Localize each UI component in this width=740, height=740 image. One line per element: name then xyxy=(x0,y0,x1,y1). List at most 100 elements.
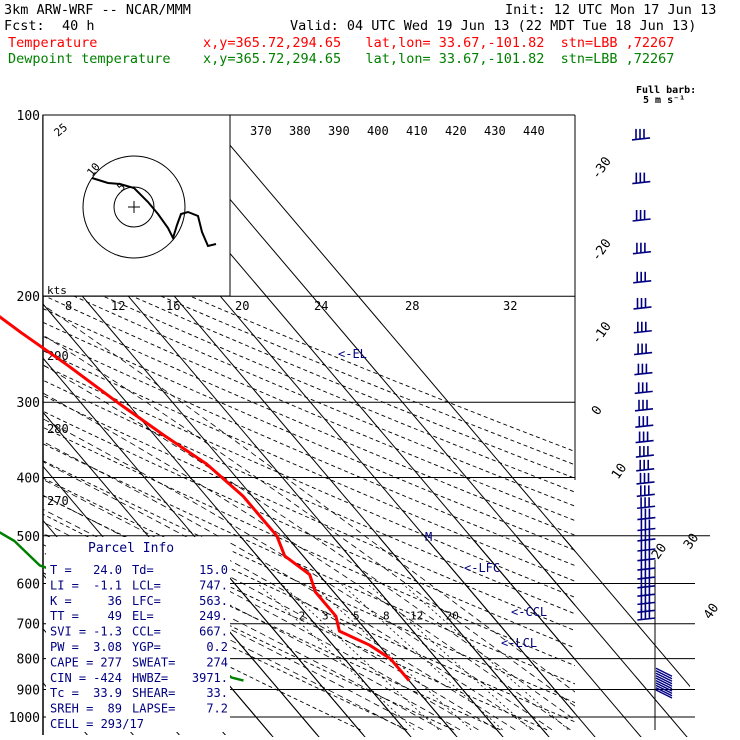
parcel-info-key: CIN = xyxy=(50,671,86,685)
wind-barb-staff xyxy=(632,250,651,255)
dry-adiabat xyxy=(43,572,361,731)
mixing-ratio-line xyxy=(257,583,415,731)
wind-barb-low xyxy=(655,667,673,677)
wind-barb-staff xyxy=(637,505,656,510)
wind-barb-staff xyxy=(637,538,656,542)
theta-label: 390 xyxy=(328,124,350,138)
mixing-ratio-line xyxy=(401,583,569,731)
hodograph-axis-tick: 28 xyxy=(405,299,419,313)
wind-barb-staff xyxy=(637,593,656,597)
isotherm-line-lower xyxy=(516,537,688,737)
parcel-info-value: 33.9 xyxy=(93,686,122,700)
theta-label: 400 xyxy=(367,124,389,138)
hodograph-axis-tick: 12 xyxy=(111,299,125,313)
parcel-info-value: 7.2 xyxy=(206,702,228,716)
parcel-info-value: 563. xyxy=(199,594,228,608)
pressure-label: 200 xyxy=(17,290,40,305)
parcel-info-cell: CELL = 293/17 xyxy=(50,717,144,731)
isotherm-line-lower xyxy=(230,577,366,737)
legend-dewpoint-info: x,y=365.72,294.65 lat,lon= 33.67,-101.82… xyxy=(203,51,675,67)
isotherm-line-lower xyxy=(240,537,412,737)
legend-temperature-name: Temperature xyxy=(8,35,98,51)
parcel-info-key: CCL= xyxy=(132,625,161,639)
parcel-info-value: 24.0 xyxy=(93,563,122,577)
parcel-info-key: T = xyxy=(50,563,72,577)
dry-adiabat xyxy=(43,243,575,466)
hodograph-ring-10 xyxy=(82,155,186,259)
pressure-label: 300 xyxy=(17,396,40,411)
dry-adiabat xyxy=(43,477,575,723)
wind-barb-staff xyxy=(637,601,656,606)
wind-barb-low xyxy=(655,675,673,685)
isotherm-label-side: -20 xyxy=(589,236,615,264)
wind-barb-low xyxy=(655,677,673,687)
parcel-info-value: 249. xyxy=(199,609,228,623)
hodograph-axis-tick: 16 xyxy=(166,299,180,313)
wind-barb-low xyxy=(655,672,673,682)
parcel-info-key: SREH = xyxy=(50,702,93,716)
hodograph-axis-tick: 20 xyxy=(235,299,249,313)
pressure-label: 700 xyxy=(17,618,40,633)
mixing-ratio-label: 3 xyxy=(322,610,329,623)
wind-barb-staff xyxy=(632,218,651,222)
wind-barb-staff xyxy=(636,468,655,472)
wind-barb-low xyxy=(655,682,673,692)
temperature-series xyxy=(0,315,411,682)
wind-barb-low xyxy=(655,679,673,690)
pressure-label: 1000 xyxy=(9,711,40,726)
isotherm-label-lower: 30 xyxy=(681,531,702,552)
wind-barb-staff xyxy=(634,390,653,395)
isotherm-line xyxy=(0,57,1,740)
valid-time: Valid: 04 UTC Wed 19 Jun 13 (22 MDT Tue … xyxy=(290,18,697,34)
mixing-ratio-label: 8 xyxy=(383,610,390,623)
model-title: 3km ARW-WRF -- NCAR/MMM xyxy=(4,2,191,18)
wind-barb-staff xyxy=(634,371,653,376)
theta-label: 430 xyxy=(484,124,506,138)
parcel-info-key: PW = xyxy=(50,640,79,654)
hodograph-frame xyxy=(42,114,231,297)
theta-label-left: 280 xyxy=(47,422,69,436)
parcel-info-value: 277 xyxy=(100,655,122,669)
legend-temperature-info: x,y=365.72,294.65 lat,lon= 33.67,-101.82… xyxy=(203,35,675,51)
parcel-info-key: LCL= xyxy=(132,578,161,592)
parcel-info-value: 3.08 xyxy=(93,640,122,654)
level-ccl: <-CCL xyxy=(511,605,547,619)
isotherm-line-lower xyxy=(230,685,274,737)
parcel-info-key: LAPSE= xyxy=(132,702,175,716)
wind-barb-staff xyxy=(637,516,656,521)
parcel-info-value: 15.0 xyxy=(199,563,228,577)
parcel-info-key: HWBZ= xyxy=(132,671,168,685)
isotherm-line xyxy=(203,115,575,552)
forecast-hours: 40 h xyxy=(62,18,95,34)
wind-barb-staff xyxy=(633,306,652,310)
wind-barb-staff xyxy=(635,439,654,444)
parcel-info-key: SWEAT= xyxy=(132,655,175,669)
mixing-ratio-line xyxy=(366,583,532,731)
isotherm-line-lower xyxy=(470,537,642,737)
parcel-info-value: 33. xyxy=(206,686,228,700)
wind-barb-staff xyxy=(637,567,656,571)
dry-adiabat xyxy=(43,395,575,632)
parcel-info-background xyxy=(46,537,230,732)
pressure-label: 400 xyxy=(17,471,40,486)
parcel-info-value: 667. xyxy=(199,625,228,639)
dry-adiabat xyxy=(43,513,501,731)
theta-label: 420 xyxy=(445,124,467,138)
wind-barbs xyxy=(631,128,673,699)
wind-barb-staff xyxy=(631,137,651,141)
init-time: Init: 12 UTC Mon 17 Jun 13 xyxy=(505,2,717,18)
mixing-ratio-labels: 2 3 5 8 12 20 xyxy=(299,610,459,623)
hodograph: 25 10 5 kts xyxy=(42,114,231,297)
forecast-label: Fcst: xyxy=(4,18,45,34)
dry-adiabat xyxy=(43,350,575,582)
hodograph-units: kts xyxy=(47,284,67,297)
parcel-info-value: -1.3 xyxy=(93,625,122,639)
wind-barb-staff xyxy=(637,609,656,614)
level-lfc: <-LFC xyxy=(464,561,500,575)
wind-barb-low xyxy=(655,684,673,694)
pressure-label: 100 xyxy=(17,109,40,124)
wind-barb-staff xyxy=(633,329,652,334)
dry-adiabat xyxy=(43,552,408,731)
wind-barb-staff xyxy=(637,584,656,589)
parcel-info-key: Tc = xyxy=(50,686,79,700)
